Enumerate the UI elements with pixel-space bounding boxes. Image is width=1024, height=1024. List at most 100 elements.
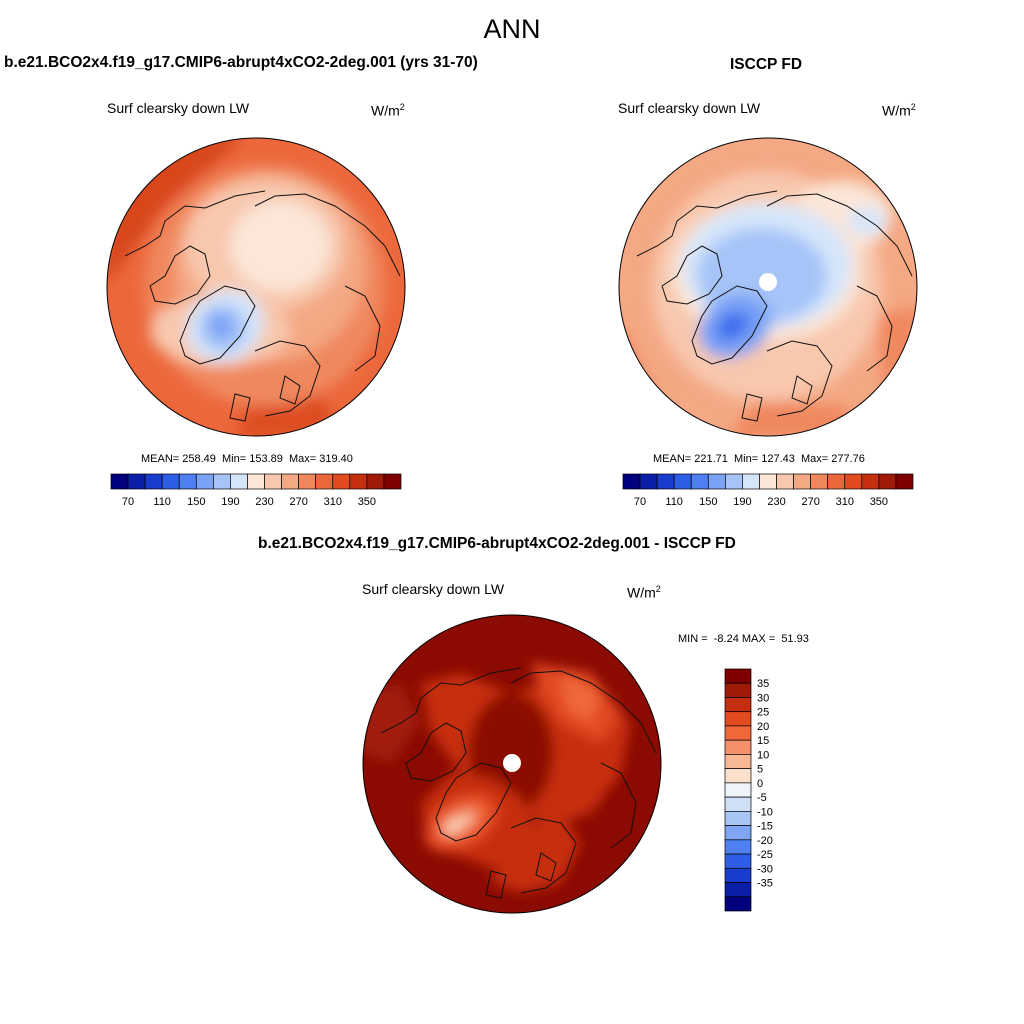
- panel1-colorbar-swatch: [195, 473, 214, 490]
- panel1-colorbar-tick-label: 230: [255, 496, 273, 508]
- panel2-colorbar-swatch: [673, 473, 692, 490]
- panel3-colorbar-swatch: [724, 853, 752, 869]
- panel1-colorbar-swatch: [349, 473, 368, 490]
- panel2-colorbar-swatch: [622, 473, 641, 490]
- panel3-colorbar-swatch: [724, 768, 752, 784]
- panel3-colorbar-tick-label: -10: [757, 806, 773, 818]
- panel3-colorbar-tick-label: 20: [757, 721, 769, 733]
- panel3-colorbar-swatch: [724, 882, 752, 898]
- panel1-colorbar-swatch: [281, 473, 299, 490]
- panel2-colorbar-swatch: [725, 473, 743, 490]
- panel2-colorbar-swatch: [776, 473, 794, 490]
- panel2-colorbar-tick-label: 310: [836, 496, 854, 508]
- panel3-colorbar-swatch: [724, 782, 752, 798]
- panel1-colorbar-swatch: [366, 473, 385, 490]
- panel2-colorbar-tick-label: 110: [665, 496, 683, 508]
- panel2-colorbar-swatch: [656, 473, 675, 490]
- panel2-colorbar-swatch: [827, 473, 846, 490]
- panel1-title: b.e21.BCO2x4.f19_g17.CMIP6-abrupt4xCO2-2…: [4, 54, 478, 71]
- panel1-colorbar: 70 110 150 190 230 270 310 350: [110, 473, 402, 508]
- panel3-colorbar-swatch: [724, 697, 752, 713]
- panel3-colorbar-swatch: [724, 725, 752, 741]
- panel1-map: [106, 137, 406, 437]
- panel3-title: b.e21.BCO2x4.f19_g17.CMIP6-abrupt4xCO2-2…: [258, 535, 736, 552]
- panel3-colorbar-tick-label: 10: [757, 749, 769, 761]
- panel2-stats: MEAN= 221.71 Min= 127.43 Max= 277.76: [653, 453, 865, 465]
- panel1-stats: MEAN= 258.49 Min= 153.89 Max= 319.40: [141, 453, 353, 465]
- panel3-colorbar-swatch: [724, 896, 752, 912]
- panel2-colorbar-swatch: [861, 473, 880, 490]
- panel1-colorbar-swatch: [213, 473, 231, 490]
- panel2-colorbar: 70 110 150 190 230 270 310 350: [622, 473, 914, 508]
- panel2-colorbar-swatch: [844, 473, 863, 490]
- panel1-colorbar-swatch: [178, 473, 197, 490]
- panel3-colorbar-tick-label: 5: [757, 764, 763, 776]
- panel3-colorbar-tick-label: -20: [757, 835, 773, 847]
- panel1-colorbar-tick-label: 310: [324, 496, 342, 508]
- panel1-variable-label: Surf clearsky down LW: [107, 100, 250, 116]
- panel2-colorbar-swatch: [759, 473, 777, 490]
- panel2-title: ISCCP FD: [730, 56, 803, 73]
- panel2-colorbar-swatch: [793, 473, 811, 490]
- panel2-variable-label: Surf clearsky down LW: [618, 100, 761, 116]
- panel2-colorbar-tick-label: 150: [699, 496, 717, 508]
- panel3-colorbar-tick-label: 15: [757, 735, 769, 747]
- panel3-colorbar-tick-label: 0: [757, 778, 763, 790]
- panel2-colorbar-swatch: [690, 473, 709, 490]
- panel1-colorbar-swatch: [315, 473, 334, 490]
- panel1-colorbar-swatch: [161, 473, 180, 490]
- panel3-colorbar-tick-label: -5: [757, 792, 767, 804]
- panel3-colorbar-tick-label: -30: [757, 863, 773, 875]
- panel2-colorbar-tick-label: 270: [801, 496, 819, 508]
- panel1-colorbar-swatch: [230, 473, 248, 490]
- panel2-colorbar-swatch: [639, 473, 658, 490]
- panel3-colorbar-tick-label: 35: [757, 678, 769, 690]
- panel3-stats: MIN = -8.24 MAX = 51.93: [678, 633, 809, 645]
- panel1-colorbar-tick-label: 350: [358, 496, 376, 508]
- panel3-units: W/m2: [627, 584, 661, 601]
- panel2-colorbar-swatch: [878, 473, 897, 490]
- panel3-colorbar-swatch: [724, 711, 752, 727]
- panel2-map: [618, 137, 918, 437]
- panel1-colorbar-swatch: [383, 473, 402, 490]
- panel3-colorbar-swatch: [724, 811, 752, 826]
- panel1-colorbar-swatch: [264, 473, 282, 490]
- panel2-colorbar-tick-label: 190: [733, 496, 751, 508]
- panel3-colorbar-tick-label: -25: [757, 849, 773, 861]
- panel3-colorbar-swatch: [724, 867, 752, 883]
- panel1-colorbar-tick-label: 110: [153, 496, 171, 508]
- panel1-colorbar-swatch: [298, 473, 317, 490]
- panel3-colorbar-tick-label: -35: [757, 878, 773, 890]
- panel3-colorbar-swatch: [724, 796, 752, 812]
- panel1-colorbar-tick-label: 70: [122, 496, 134, 508]
- panel1-colorbar-swatch: [332, 473, 351, 490]
- panel3-colorbar-tick-label: 25: [757, 707, 769, 719]
- panel1-colorbar-swatch: [127, 473, 146, 490]
- panel1-colorbar-tick-label: 190: [221, 496, 239, 508]
- panel2-colorbar-tick-label: 70: [634, 496, 646, 508]
- panel2-colorbar-swatch: [742, 473, 760, 490]
- panel3-colorbar-tick-label: -15: [757, 821, 773, 833]
- panel3-variable-label: Surf clearsky down LW: [362, 581, 505, 597]
- panel1-colorbar-swatch: [144, 473, 163, 490]
- panel1-colorbar-tick-label: 270: [289, 496, 307, 508]
- panel3-colorbar-swatch: [724, 825, 752, 841]
- panel2-colorbar-tick-label: 350: [870, 496, 888, 508]
- panel2-units: W/m2: [882, 102, 916, 119]
- panel3-colorbar-tick-label: 30: [757, 692, 769, 704]
- panel3-map: [362, 614, 662, 914]
- panel3-colorbar-swatch: [724, 839, 752, 855]
- panel2-colorbar-swatch: [895, 473, 914, 490]
- panel3-colorbar: 35 30 25 20 15 10 5 0 -5 -10 -15 -20 -25 -30 -35: [724, 668, 773, 912]
- panel3-colorbar-swatch: [724, 682, 752, 698]
- panel3-colorbar-swatch: [724, 739, 752, 755]
- panel2-colorbar-swatch: [707, 473, 726, 490]
- panel1-units: W/m2: [371, 102, 405, 119]
- panel3-colorbar-swatch: [724, 754, 752, 769]
- panel1-colorbar-swatch: [110, 473, 129, 490]
- panel2-colorbar-tick-label: 230: [767, 496, 785, 508]
- panel1-colorbar-tick-label: 150: [187, 496, 205, 508]
- panel2-colorbar-swatch: [810, 473, 829, 490]
- panel3-colorbar-swatch: [724, 668, 752, 684]
- panel1-colorbar-swatch: [247, 473, 265, 490]
